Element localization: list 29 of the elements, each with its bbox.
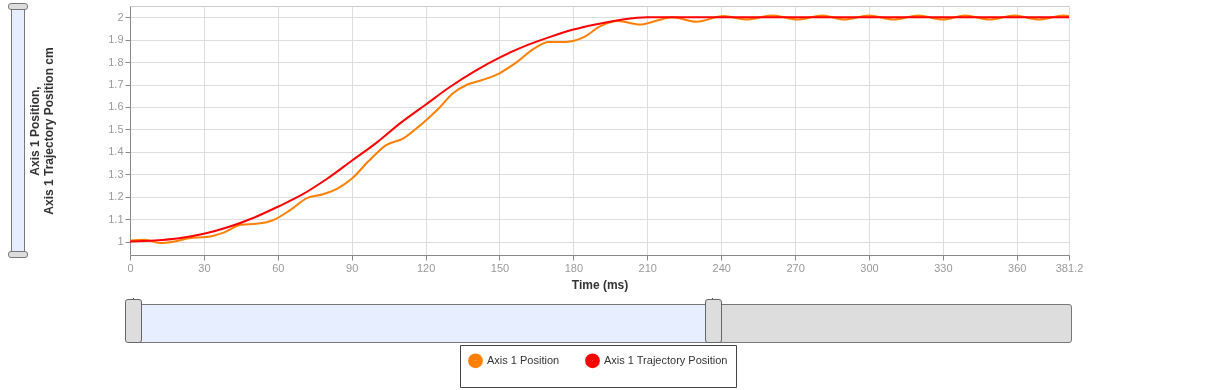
y-tick-label: 1.8 xyxy=(108,55,124,68)
y-tick-label: 1.4 xyxy=(108,145,124,158)
x-tick-label: 90 xyxy=(346,261,359,274)
y-tick-label: 1.7 xyxy=(108,78,124,91)
y-axis-title: Axis 1 Position, Axis 1 Trajectory Position cm xyxy=(28,47,57,215)
x-tick-label: 210 xyxy=(638,261,657,274)
x-tick-label: 120 xyxy=(416,261,436,274)
y-tick-label: 1 xyxy=(117,235,124,248)
x-tick-label: 300 xyxy=(860,261,879,274)
x-tick-label: 0 xyxy=(127,261,134,274)
legend-label: Axis 1 Position xyxy=(487,353,560,366)
x-tick-label: 270 xyxy=(786,261,805,274)
x-tick-label: 30 xyxy=(198,261,211,274)
y-tick-label: 2 xyxy=(117,10,124,23)
x-tick-label: 381.2 xyxy=(1055,261,1084,274)
y-tick-label: 1.2 xyxy=(108,190,124,203)
x-tick-label: 330 xyxy=(934,261,953,274)
y-tick-label: 1.1 xyxy=(108,212,124,225)
x-tick-label: 240 xyxy=(712,261,731,274)
y-tick-label: 1.6 xyxy=(108,100,124,113)
x-tick-label: 180 xyxy=(564,261,584,274)
y-tick-label: 1.5 xyxy=(108,122,124,135)
x-tick-label: 60 xyxy=(272,261,285,274)
x-axis-title: Time (ms) xyxy=(571,277,629,292)
x-tick-label: 360 xyxy=(1008,261,1027,274)
y-tick-label: 1.3 xyxy=(108,167,124,180)
x-tick-label: 150 xyxy=(490,261,510,274)
y-tick-label: 1.9 xyxy=(108,33,124,46)
legend-label: Axis 1 Trajectory Position xyxy=(604,353,728,366)
